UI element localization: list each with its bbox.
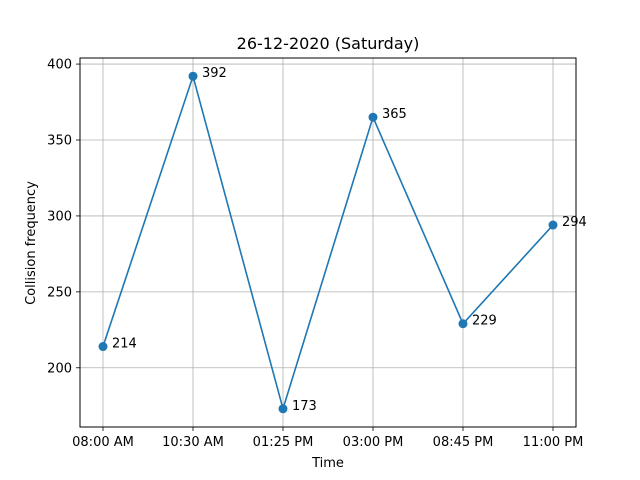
data-label: 365	[382, 107, 407, 122]
data-labels: 214 392 173 365 229 294	[112, 66, 587, 414]
x-axis-label: Time	[311, 456, 344, 471]
y-tick-label: 200	[47, 361, 72, 376]
y-tick-label: 350	[47, 134, 72, 149]
y-tick-label: 250	[47, 285, 72, 300]
data-label: 392	[202, 66, 227, 81]
data-point	[458, 319, 468, 329]
x-tick-label: 10:30 AM	[162, 435, 224, 450]
plot-frame	[79, 57, 577, 428]
x-tick-label: 03:00 PM	[343, 435, 404, 450]
data-label: 173	[292, 399, 317, 414]
x-tick-label: 08:00 AM	[72, 435, 134, 450]
x-tick-label: 01:25 PM	[253, 435, 314, 450]
grid	[80, 58, 576, 427]
data-point	[368, 112, 378, 122]
data-label: 294	[562, 215, 587, 230]
x-tick-label: 08:45 PM	[433, 435, 494, 450]
series-line	[102, 73, 554, 412]
series-markers	[98, 71, 558, 414]
data-point	[278, 404, 288, 414]
x-axis: 08:00 AM 10:30 AM 01:25 PM 03:00 PM 08:45 PM…	[72, 427, 583, 450]
y-axis-label: Collision frequency	[24, 181, 39, 305]
data-point	[548, 220, 558, 230]
y-tick-label: 300	[47, 209, 72, 224]
x-tick-label: 11:00 PM	[523, 435, 584, 450]
chart-title: 26-12-2020 (Saturday)	[237, 34, 420, 53]
data-point	[98, 342, 108, 352]
data-label: 214	[112, 337, 137, 352]
data-point	[188, 71, 198, 81]
data-label: 229	[472, 314, 497, 329]
y-tick-label: 400	[47, 58, 72, 73]
y-axis: 200 250 300 350 400	[47, 58, 80, 376]
